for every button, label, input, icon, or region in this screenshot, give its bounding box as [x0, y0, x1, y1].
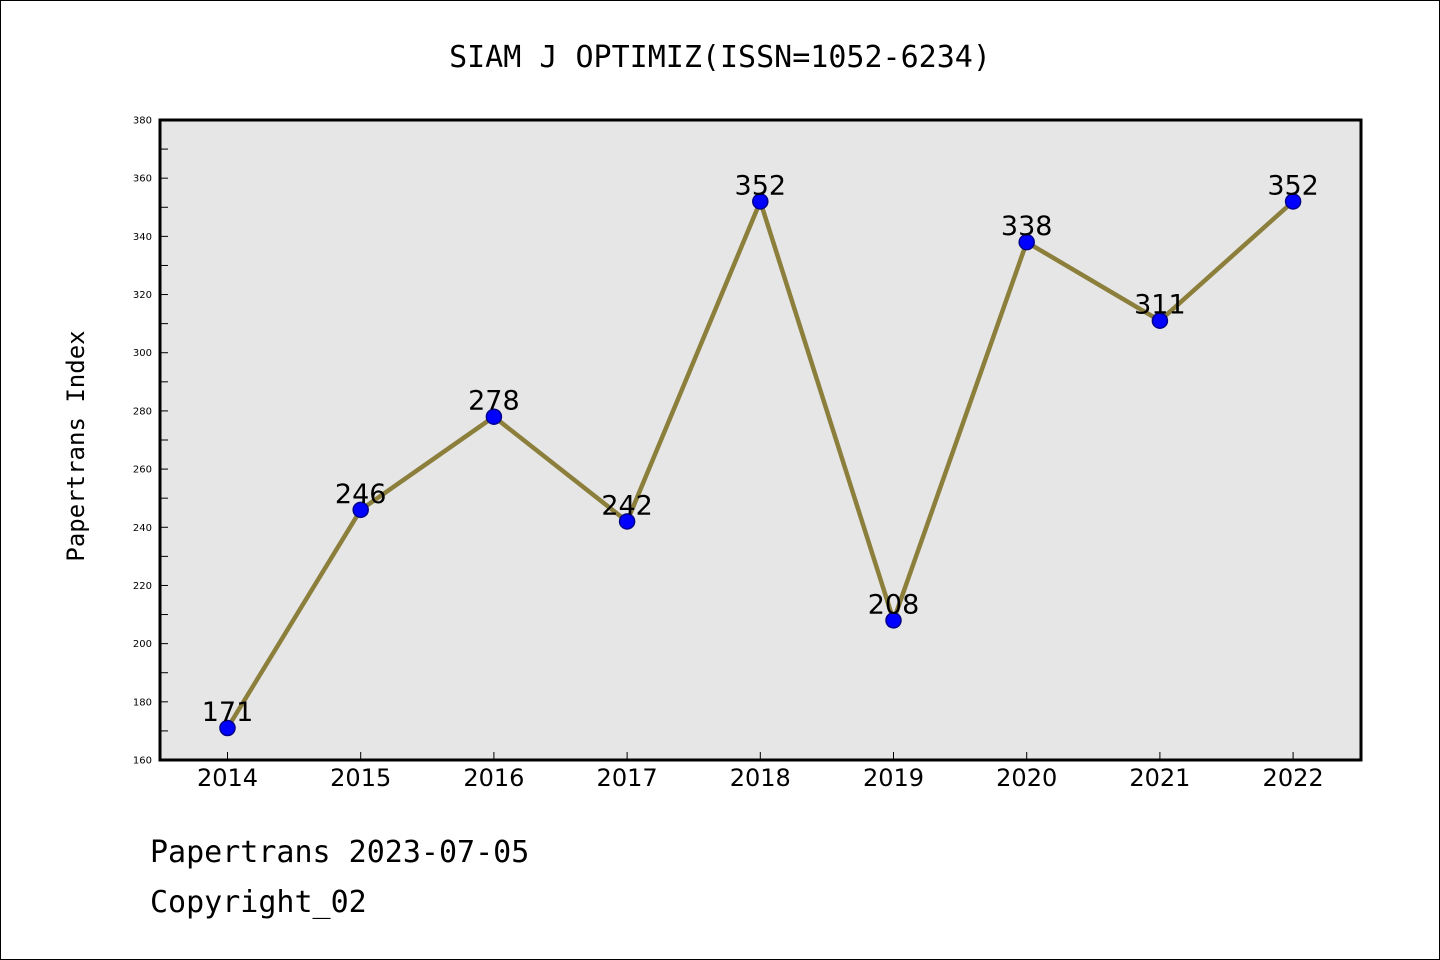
footer-date-text: Papertrans 2023-07-05 [150, 835, 530, 870]
x-axis-ticks: 2014 2015 2016 2017 2018 2019 2020 2021 2022 [197, 752, 1324, 792]
data-point-marker [1284, 193, 1302, 210]
chart-title: SIAM J OPTIMIZ(ISSN=1052-6234) [449, 40, 991, 75]
data-label: 352 [735, 170, 787, 201]
y-tick-label: 320 [133, 290, 152, 301]
y-tick-label: 340 [133, 232, 152, 243]
y-tick-label: 360 [133, 174, 152, 185]
data-point-marker [885, 612, 902, 629]
y-tick-label: 220 [133, 581, 152, 592]
footer-copyright-text: Copyright_02 [150, 885, 367, 920]
x-tick-label: 2015 [330, 764, 391, 792]
x-tick-label: 2014 [197, 764, 258, 792]
data-point-marker [1151, 312, 1169, 329]
data-point-marker [618, 513, 636, 530]
y-tick-label: 240 [133, 523, 152, 534]
series-layer [219, 193, 1302, 737]
data-label: 278 [468, 386, 520, 417]
x-tick-label: 2019 [863, 764, 924, 792]
x-tick-label: 2017 [597, 764, 658, 792]
y-tick-label: 300 [133, 348, 152, 359]
y-tick-label: 380 [133, 116, 152, 127]
y-axis-ticks: 160 180 200 220 240 260 280 300 320 340 360 380 [133, 116, 168, 767]
plot-area [158, 118, 1363, 762]
data-point-marker [485, 408, 503, 425]
x-tick-label: 2016 [463, 764, 524, 792]
x-tick-label: 2021 [1129, 764, 1190, 792]
data-label: 311 [1134, 290, 1186, 321]
y-tick-label: 260 [133, 465, 152, 476]
x-tick-label: 2018 [730, 764, 791, 792]
x-tick-label: 2020 [996, 764, 1057, 792]
data-label: 242 [601, 490, 653, 521]
data-label: 338 [1001, 211, 1053, 242]
x-tick-label: 2022 [1263, 764, 1324, 792]
y-tick-label: 200 [133, 639, 152, 650]
data-point-marker [1018, 233, 1035, 251]
data-labels: 171 246 278 242 352 208 338 311 352 [202, 170, 1319, 728]
data-point-marker [752, 193, 769, 210]
data-point-marker [219, 719, 236, 737]
data-label: 208 [868, 589, 920, 620]
y-tick-label: 280 [133, 406, 152, 417]
y-tick-label: 160 [133, 756, 152, 767]
data-label: 246 [335, 479, 387, 510]
data-label: 171 [202, 697, 254, 728]
data-label: 352 [1267, 170, 1319, 201]
data-point-marker [352, 501, 369, 519]
y-tick-label: 180 [133, 697, 152, 708]
y-axis-label: Papertrans Index [62, 330, 90, 561]
